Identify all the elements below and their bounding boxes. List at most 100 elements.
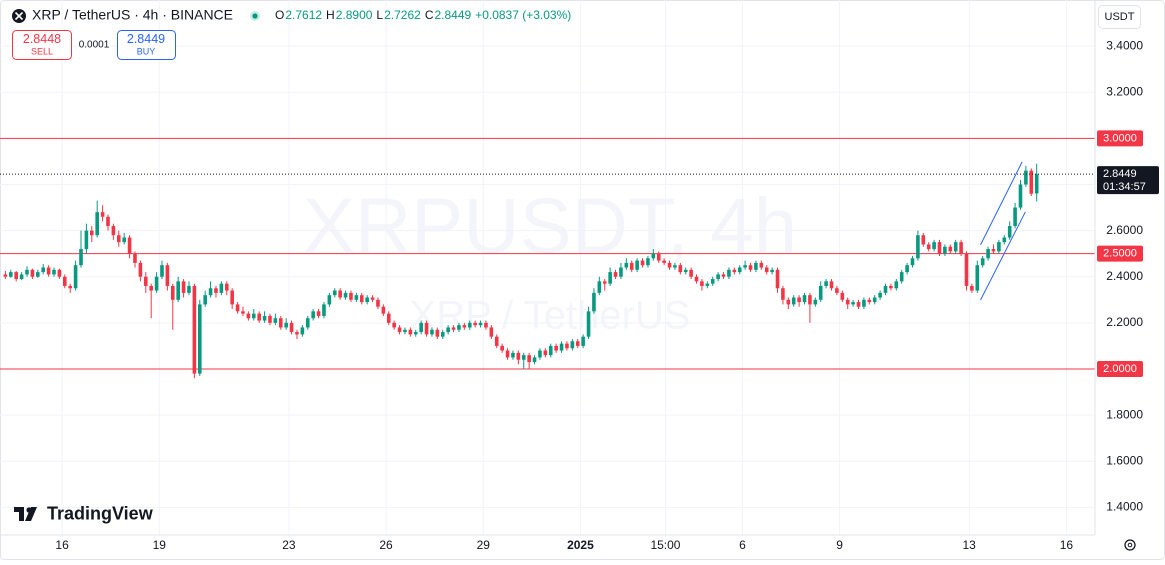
candle-body — [602, 281, 607, 284]
x-tick-label: 19 — [153, 538, 167, 552]
candle-body — [511, 352, 515, 358]
x-tick-label: 9 — [836, 538, 843, 552]
candle-body — [376, 299, 380, 307]
candle-body — [89, 230, 94, 236]
candle-body — [462, 325, 467, 328]
candle-body — [905, 265, 909, 273]
candle-body — [651, 253, 656, 259]
candle-body — [397, 327, 402, 333]
candle-body — [343, 292, 348, 298]
currency: USDT — [1105, 11, 1135, 23]
candle-body — [149, 285, 153, 291]
candle-body — [667, 262, 672, 268]
market-status-dot — [252, 13, 258, 19]
candle-body — [143, 276, 148, 286]
candle-body — [203, 295, 207, 305]
candle-body — [786, 299, 791, 305]
candle-body — [592, 292, 596, 312]
y-tick-label: 2.4000 — [1106, 269, 1143, 283]
candle-body — [219, 283, 224, 293]
candle-body — [311, 311, 315, 319]
candle-body — [662, 260, 666, 263]
candle-body — [570, 341, 575, 349]
candle-body — [467, 322, 472, 328]
candle-body — [170, 285, 175, 300]
candle-body — [138, 262, 143, 277]
level-label: 2.0000 — [1103, 363, 1137, 375]
candle-body — [300, 327, 305, 335]
y-tick-label: 1.4000 — [1106, 499, 1143, 513]
logo: TradingView — [14, 503, 154, 523]
candle-body — [111, 225, 116, 236]
candle-body — [419, 322, 423, 333]
candle-body — [230, 290, 234, 305]
candle-body — [19, 274, 24, 280]
symbol-title[interactable]: XRP / TetherUS · 4h · BINANCE — [32, 7, 233, 23]
candle-body — [440, 332, 445, 337]
candle-body — [673, 265, 677, 268]
candle-body — [948, 246, 953, 252]
candle-body — [586, 311, 591, 337]
x-tick-label: 16 — [1060, 538, 1074, 552]
last-price-label: 2.8449 — [1103, 168, 1137, 180]
candle-body — [532, 357, 537, 363]
ohlc-legend: O 2.7612 H 2.8900 L 2.7262 C 2.8449 — [275, 8, 472, 22]
candle-body — [986, 249, 990, 259]
candle-body — [295, 332, 299, 335]
candle-body — [748, 265, 753, 270]
level-label-box — [1097, 245, 1143, 262]
sell-button[interactable] — [12, 30, 72, 60]
candle-body — [122, 237, 126, 243]
candle-body — [349, 292, 353, 300]
candle-body — [754, 262, 758, 270]
candle-body — [62, 276, 67, 286]
candle-body — [856, 302, 861, 307]
level-label-box — [1097, 130, 1143, 147]
candle-body — [889, 285, 893, 289]
candle-body — [1002, 237, 1007, 243]
candle-body — [775, 269, 780, 289]
candle-body — [494, 336, 499, 346]
candle-body — [1007, 225, 1012, 238]
candle-body — [451, 327, 456, 330]
candle-body — [953, 242, 958, 252]
candle-body — [916, 235, 920, 259]
x-tick-label: 26 — [379, 538, 393, 552]
candle-body — [1013, 207, 1017, 226]
candle-body — [457, 325, 461, 330]
candle-body — [484, 322, 488, 328]
candle-body — [538, 350, 542, 358]
buy-button[interactable] — [117, 30, 176, 60]
ohlc-value: 2.8900 — [336, 8, 373, 22]
candle-body — [187, 285, 191, 293]
candle-body — [133, 253, 137, 263]
candle-body — [46, 267, 51, 275]
logo-icon-dot — [26, 507, 32, 513]
candle-body — [489, 327, 494, 337]
candle-body — [473, 322, 477, 326]
candle-body — [565, 343, 569, 349]
currency-button[interactable] — [1098, 5, 1141, 29]
last-price-box — [1097, 166, 1159, 195]
candle-body — [392, 322, 396, 328]
candle-body — [894, 281, 899, 289]
candle-body — [430, 329, 434, 335]
candle-body — [527, 355, 531, 363]
candle-body — [316, 311, 321, 316]
candle-body — [505, 350, 510, 358]
countdown: 01:34:57 — [1103, 181, 1146, 193]
candle-body — [851, 302, 855, 305]
candle-body — [516, 352, 521, 360]
candle-body — [872, 297, 877, 303]
candle-body — [79, 249, 83, 266]
x-tick-label: 29 — [477, 538, 491, 552]
header: XRP / TetherUS · 4h · BINANCE O 2.7612 H 2.… — [12, 7, 571, 60]
settings-button[interactable] — [1124, 539, 1136, 551]
ohlc-label: C — [425, 8, 434, 22]
candle-body — [197, 304, 202, 374]
candle-body — [764, 267, 769, 273]
candle-body — [521, 355, 526, 360]
candle-body — [435, 329, 440, 337]
